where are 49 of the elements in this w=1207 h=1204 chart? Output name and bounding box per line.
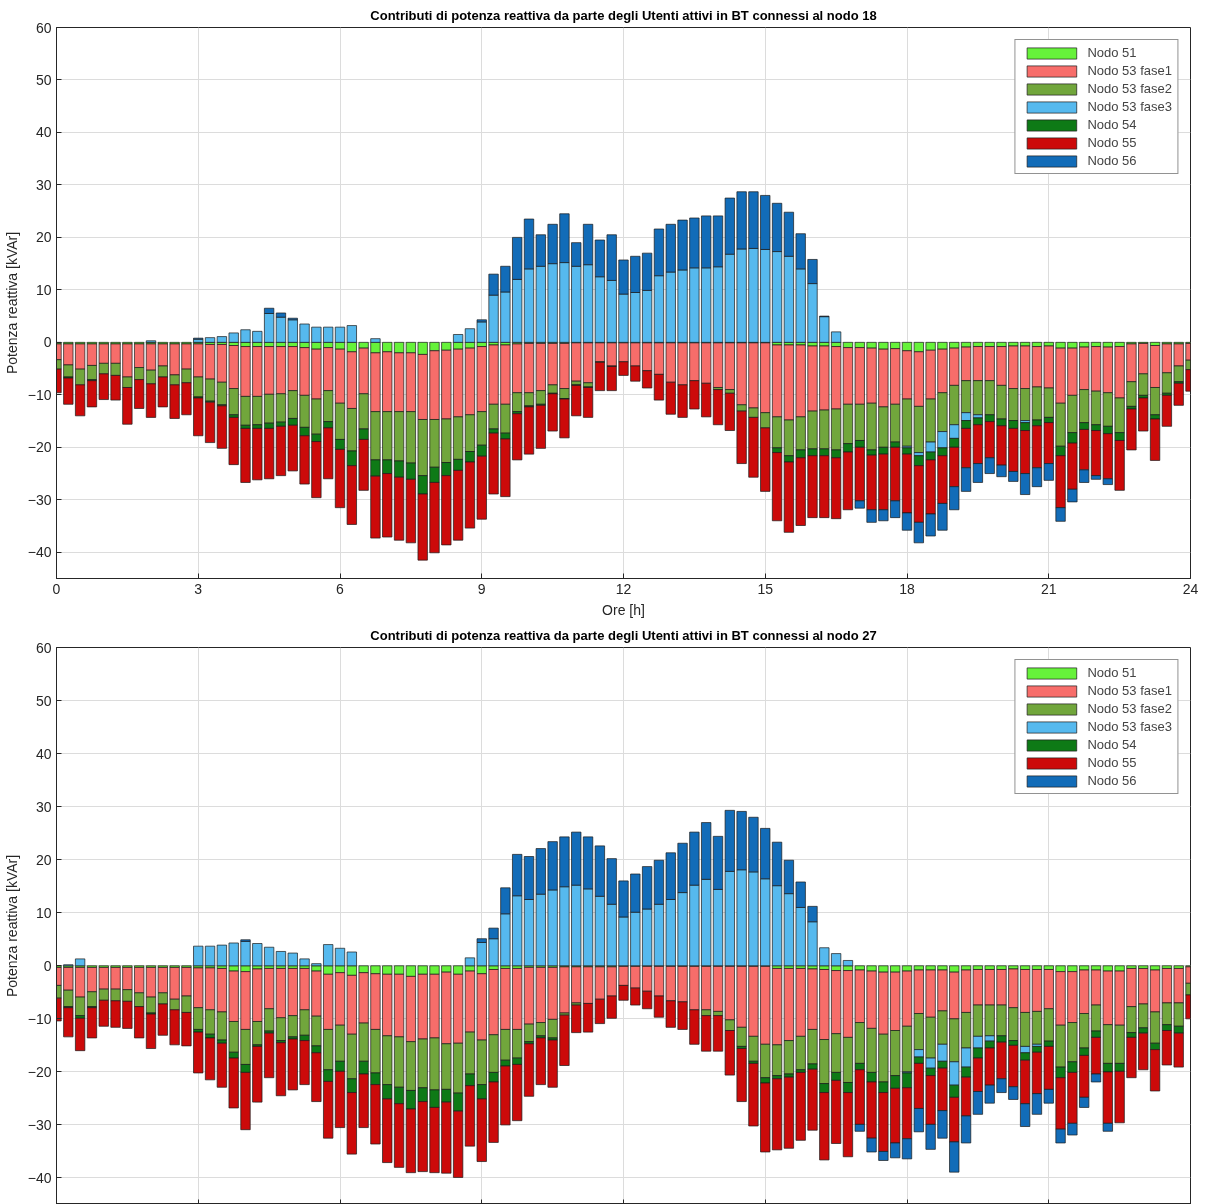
legend-label: Nodo 53 fase1 (1087, 683, 1172, 698)
y-axis-title: Potenza reattiva [kVAr] (3, 231, 20, 375)
y-tick-label: −10 (27, 386, 52, 403)
y-tick-label: 40 (35, 124, 52, 141)
y-tick-label: 50 (35, 692, 52, 709)
y-tick-label: −30 (27, 491, 52, 508)
x-tick-label: 18 (899, 580, 915, 597)
chart-title: Contributi di potenza reattiva da parte degli Utenti attivi in BT connessi al nodo 18 (370, 7, 877, 23)
legend-label: Nodo 54 (1087, 117, 1137, 132)
y-tick-label: −40 (27, 1169, 52, 1186)
y-tick-label: −40 (27, 544, 52, 561)
legend-label: Nodo 55 (1087, 755, 1137, 770)
y-tick-label: 0 (43, 334, 52, 351)
y-tick-label: 20 (35, 851, 52, 868)
y-tick-label: −10 (27, 1010, 52, 1027)
x-tick-label: 6 (336, 580, 345, 597)
legend-label: Nodo 53 fase2 (1087, 701, 1172, 716)
legend-label: Nodo 53 fase1 (1087, 63, 1172, 78)
y-tick-label: 20 (35, 229, 52, 246)
x-tick-label: 24 (1182, 580, 1199, 597)
x-axis-title: Ore [h] (602, 601, 645, 618)
legend-label: Nodo 55 (1087, 135, 1137, 150)
x-tick-label: 12 (615, 580, 632, 597)
legend-label: Nodo 56 (1087, 153, 1137, 168)
legend-label: Nodo 54 (1087, 737, 1137, 752)
y-axis-title: Potenza reattiva [kVAr] (3, 854, 20, 998)
y-tick-label: 60 (35, 639, 52, 656)
chart-title: Contributi di potenza reattiva da parte degli Utenti attivi in BT connessi al nodo 27 (370, 627, 877, 643)
y-tick-label: −20 (27, 439, 52, 456)
legend-label: Nodo 53 fase3 (1087, 99, 1172, 114)
y-tick-label: 50 (35, 71, 52, 88)
y-tick-label: 60 (35, 19, 52, 36)
x-tick-label: 9 (477, 580, 486, 597)
y-tick-label: 40 (35, 745, 52, 762)
legend-label: Nodo 51 (1087, 45, 1137, 60)
y-tick-label: 30 (35, 176, 52, 193)
y-tick-label: 10 (35, 904, 52, 921)
x-tick-label: 3 (194, 580, 203, 597)
y-tick-label: 10 (35, 281, 52, 298)
x-tick-label: 21 (1040, 580, 1057, 597)
y-tick-label: −20 (27, 1063, 52, 1080)
legend-label: Nodo 56 (1087, 773, 1137, 788)
y-tick-label: −30 (27, 1116, 52, 1133)
y-tick-label: 0 (43, 957, 52, 974)
legend-label: Nodo 51 (1087, 665, 1137, 680)
y-tick-label: 30 (35, 798, 52, 815)
legend-label: Nodo 53 fase2 (1087, 81, 1172, 96)
legend-label: Nodo 53 fase3 (1087, 719, 1172, 734)
x-tick-label: 15 (757, 580, 774, 597)
